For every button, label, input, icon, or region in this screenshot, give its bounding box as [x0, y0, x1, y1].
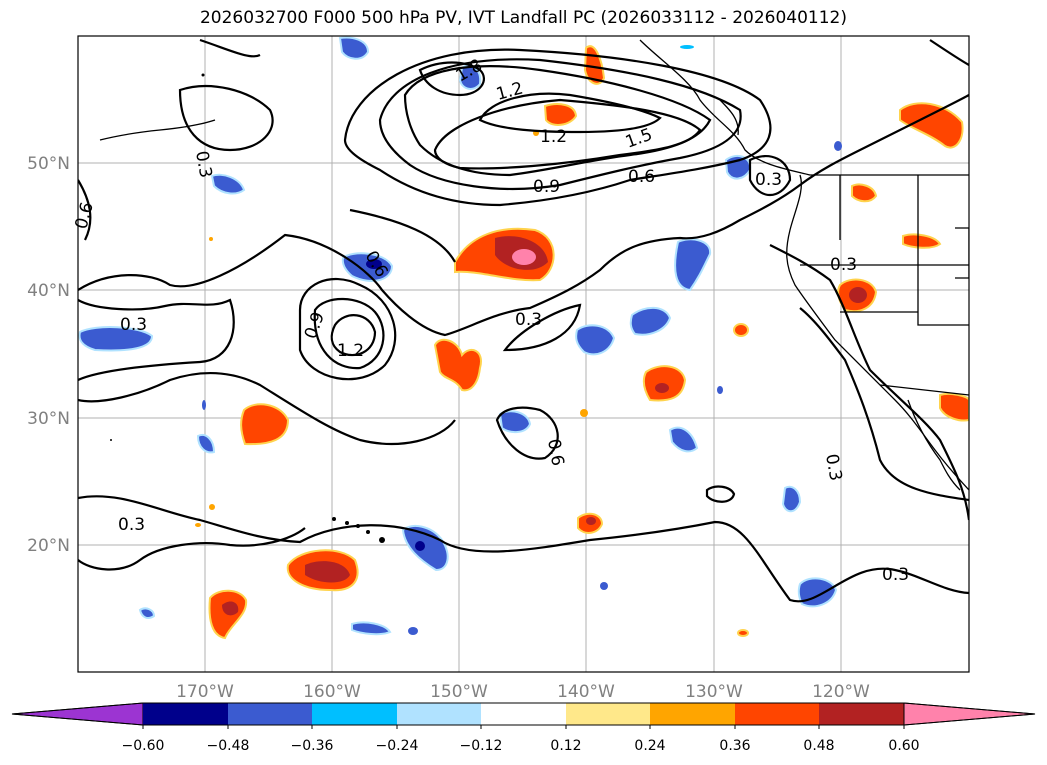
lon-labels: 170°W 160°W 150°W 140°W 130°W 120°W — [176, 682, 870, 702]
ivt-negative-areas — [78, 36, 842, 636]
lat-label-30: 30°N — [27, 409, 70, 429]
colorbar-segment — [312, 703, 397, 725]
svg-text:0.9: 0.9 — [533, 177, 560, 197]
contour-label: 0.3 — [120, 315, 147, 335]
ivt-positive-areas — [195, 45, 969, 640]
colorbar-extend-right — [903, 702, 1036, 726]
colorbar-tick-label: 0.24 — [634, 738, 665, 754]
map-title: 2026032700 F000 500 hPa PV, IVT Landfall… — [199, 8, 847, 28]
colorbar-segment — [650, 703, 735, 725]
colorbar-tick-label: 0.36 — [719, 738, 750, 754]
map-border — [77, 35, 970, 673]
colorbar-tick-label: −0.48 — [207, 738, 250, 754]
colorbar-segment — [735, 703, 819, 725]
lat-label-50: 50°N — [27, 154, 70, 174]
colorbar-tick-label: 0.12 — [550, 738, 581, 754]
colorbar-tick-label: −0.12 — [460, 738, 503, 754]
svg-text:0.3: 0.3 — [830, 255, 857, 275]
lon-label-150w: 150°W — [430, 682, 488, 702]
lon-label-140w: 140°W — [557, 682, 615, 702]
colorbar-tick-label: 0.60 — [888, 738, 919, 754]
lon-label-160w: 160°W — [303, 682, 361, 702]
colorbar-tick-label: −0.36 — [291, 738, 334, 754]
lon-label-170w: 170°W — [176, 682, 234, 702]
svg-text:1.2: 1.2 — [540, 127, 567, 147]
colorbar-segment — [819, 703, 904, 725]
svg-text:1.2: 1.2 — [337, 341, 364, 361]
colorbar-segment — [143, 703, 228, 725]
colorbar-tick-label: 0.48 — [803, 738, 834, 754]
colorbar-tick-label: −0.60 — [122, 738, 165, 754]
svg-text:0.3: 0.3 — [191, 149, 215, 179]
svg-text:0.3: 0.3 — [882, 565, 909, 585]
colorbar-segment — [566, 703, 650, 725]
lat-label-20: 20°N — [27, 536, 70, 556]
colorbar-tick-label: −0.24 — [376, 738, 419, 754]
svg-text:0.3: 0.3 — [515, 310, 542, 330]
lon-label-130w: 130°W — [685, 682, 743, 702]
colorbar-segment — [228, 703, 312, 725]
colorbar-extend-left — [11, 702, 144, 726]
colorbar-segment — [481, 703, 566, 725]
map-panel — [78, 36, 969, 672]
svg-text:0.3: 0.3 — [118, 515, 145, 535]
islands — [110, 73, 385, 543]
svg-text:0.6: 0.6 — [543, 437, 567, 467]
coastlines — [99, 39, 969, 491]
svg-text:0.3: 0.3 — [755, 170, 782, 190]
svg-text:0.3: 0.3 — [821, 452, 845, 482]
colorbar — [11, 702, 1036, 726]
contour-labels: 0.3 0.3 0.3 0.3 0.3 0.3 0.3 0.3 0.6 0.6 … — [72, 55, 910, 585]
lat-label-40: 40°N — [27, 281, 70, 301]
colorbar-ticks: −0.60 −0.48 −0.36 −0.24 −0.12 0.12 0.24 … — [122, 725, 920, 754]
lat-labels: 50°N 40°N 30°N 20°N — [27, 154, 70, 556]
lon-label-120w: 120°W — [812, 682, 870, 702]
colorbar-segment — [397, 703, 481, 725]
pv-contours — [78, 38, 969, 603]
svg-text:0.6: 0.6 — [628, 167, 655, 187]
